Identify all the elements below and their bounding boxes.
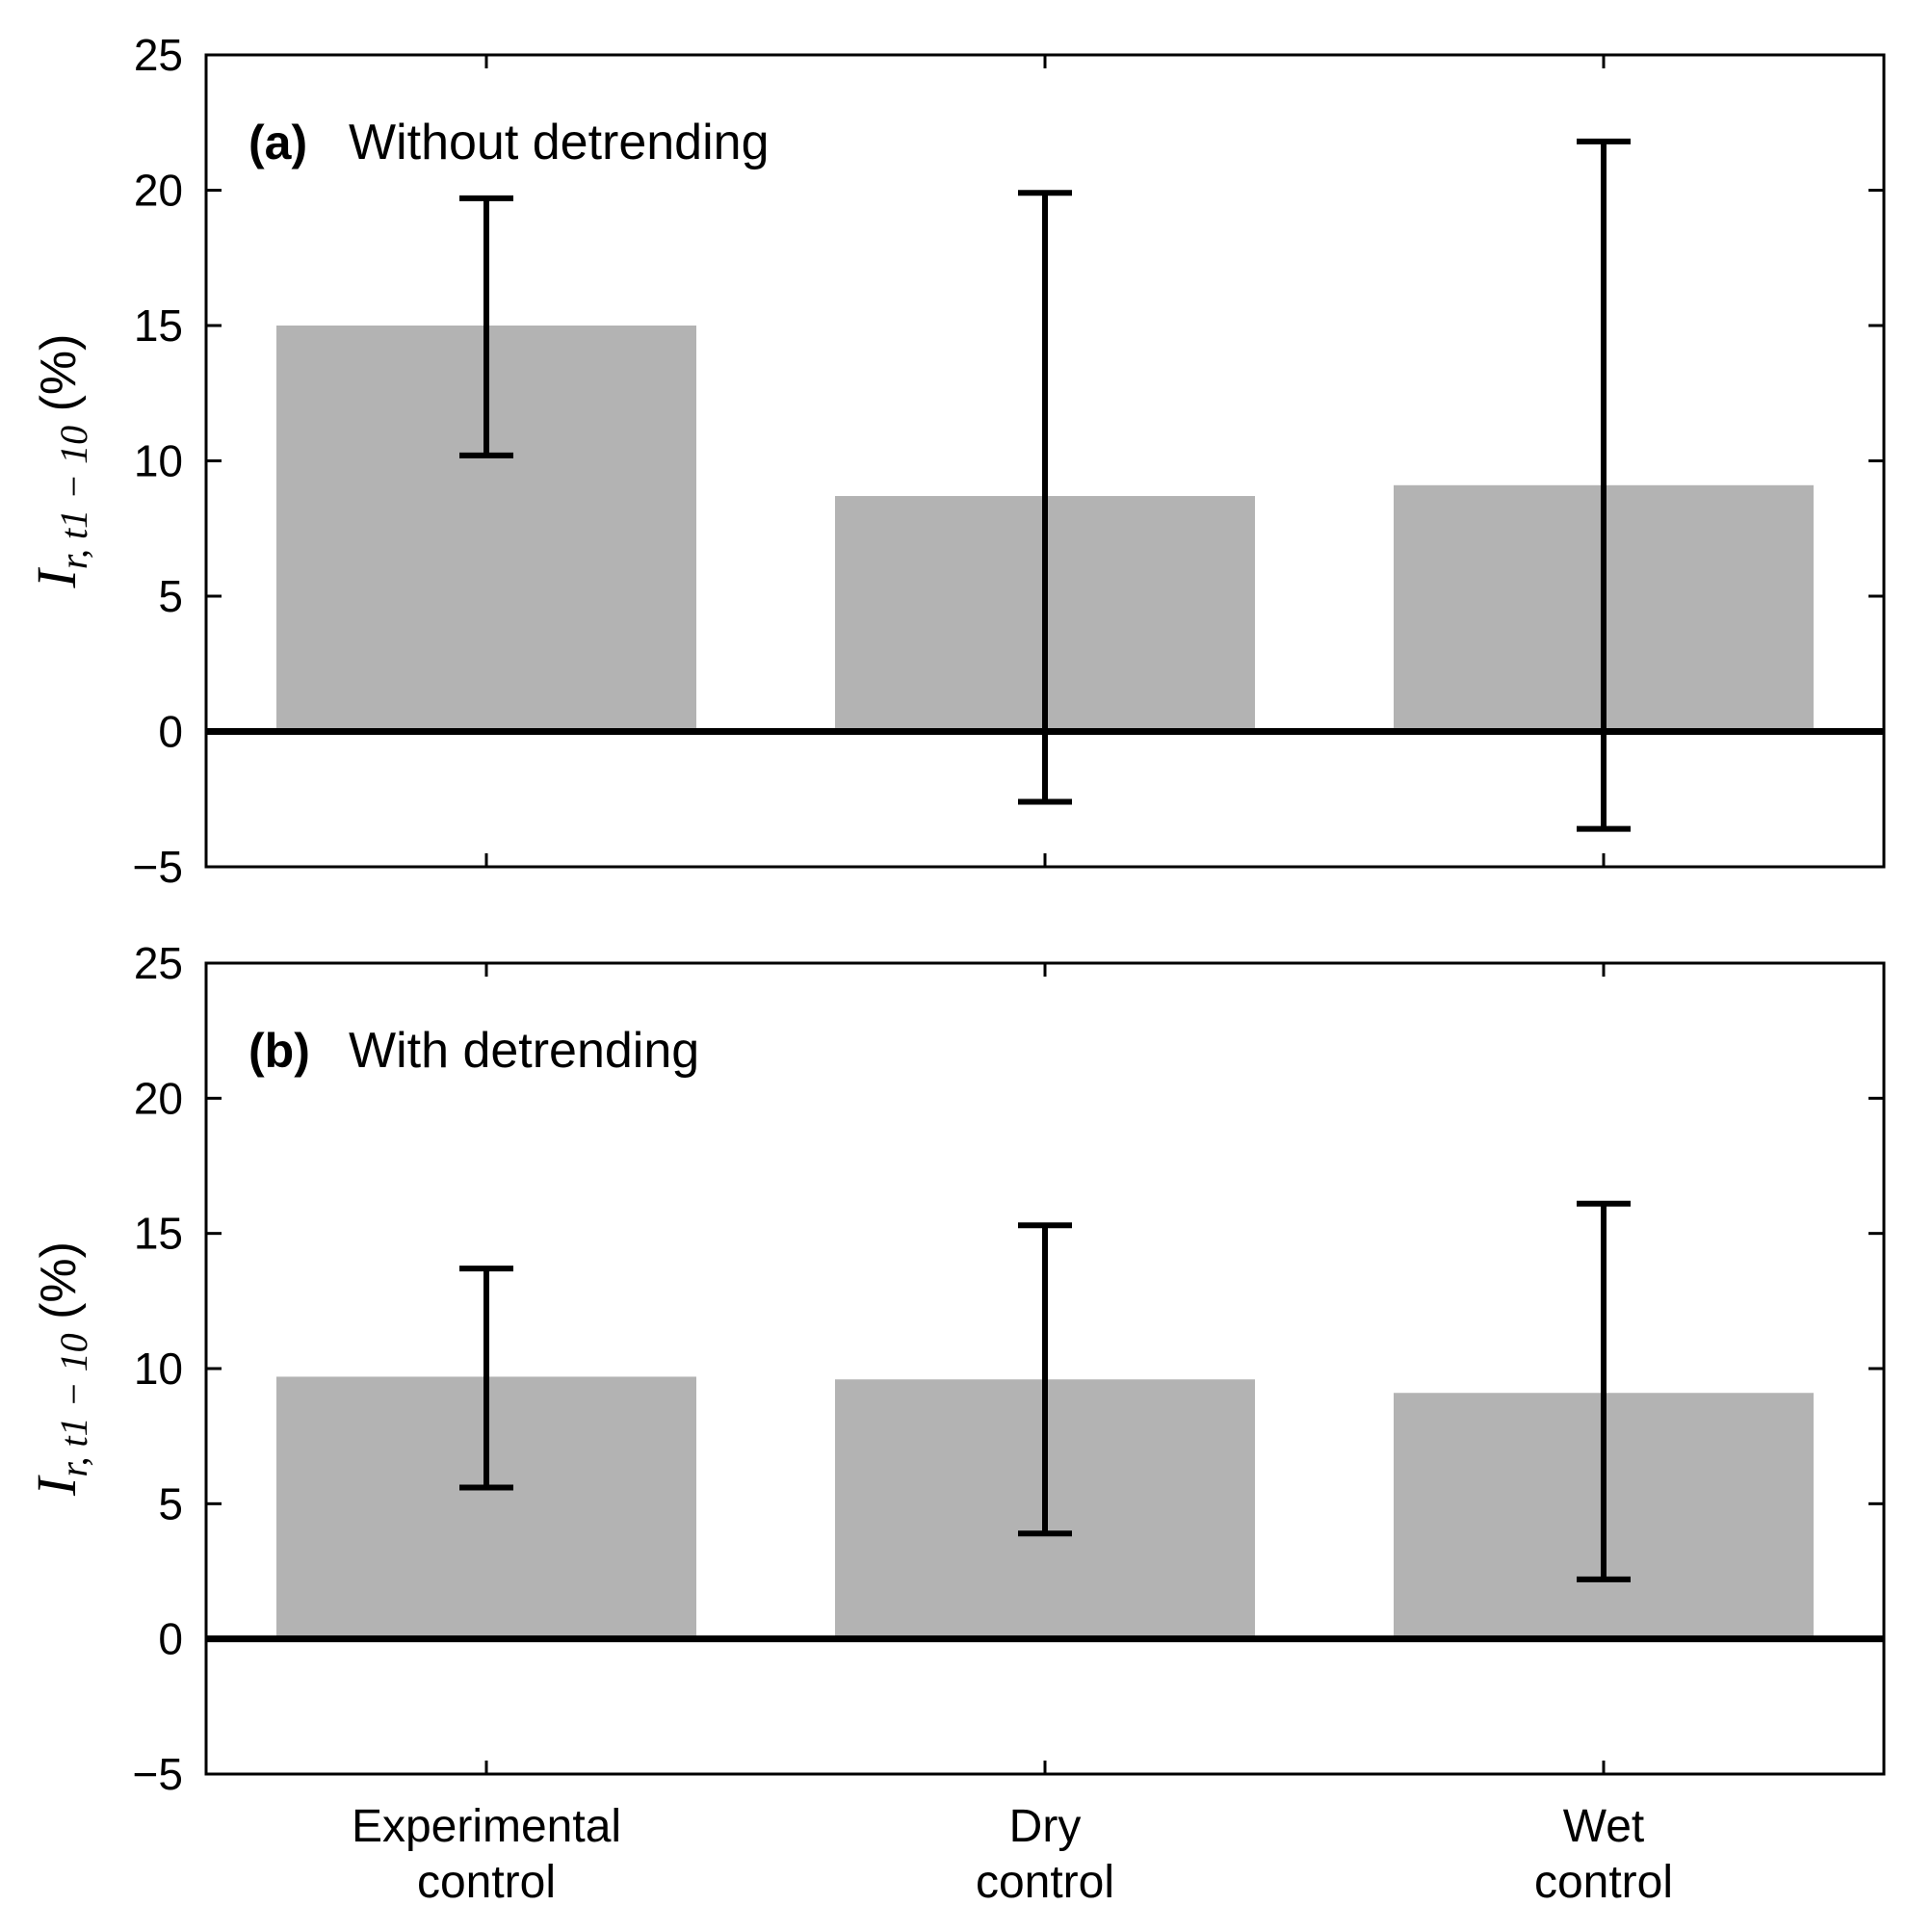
panel-b-ytick-label: −5 <box>133 1749 183 1799</box>
panel-a-title: Without detrending <box>349 115 770 170</box>
panel-a-ytick-label: 15 <box>134 300 183 351</box>
panel-a-ylabel: Ir, t1 − 10 (%) <box>25 334 95 589</box>
panel-b-tag: (b) <box>248 1024 310 1078</box>
panel-b-ytick-label: 5 <box>158 1478 183 1528</box>
panel-a-ytick-label: 10 <box>134 436 183 486</box>
panel-a-ytick-label: −5 <box>133 842 183 892</box>
panel-b-ytick-label: 15 <box>134 1209 183 1259</box>
panel-a-tag: (a) <box>248 116 307 170</box>
panel-b-ytick-label: 0 <box>158 1614 183 1664</box>
panel-b-ylabel: Ir, t1 − 10 (%) <box>25 1241 95 1497</box>
panel-b-category-label-3: Wet <box>1563 1801 1644 1852</box>
panel-b-ytick-label: 10 <box>134 1344 183 1394</box>
panel-a-ytick-label: 25 <box>134 30 183 80</box>
panel-b-category-label-3: control <box>1534 1857 1673 1908</box>
panel-a-ytick-label: 5 <box>158 571 183 621</box>
panel-b-title: With detrending <box>349 1023 699 1079</box>
panel-b-category-label-1: control <box>417 1857 556 1908</box>
panel-b-category-label-1: Experimental <box>352 1801 621 1852</box>
panel-b-ytick-label: 20 <box>134 1073 183 1123</box>
panel-b-ytick-label: 25 <box>134 938 183 988</box>
panel-a-ytick-label: 20 <box>134 166 183 216</box>
panel-a-ytick-label: 0 <box>158 707 183 757</box>
panel-b-category-label-2: control <box>976 1857 1114 1908</box>
panel-b-category-label-2: Dry <box>1009 1801 1082 1852</box>
